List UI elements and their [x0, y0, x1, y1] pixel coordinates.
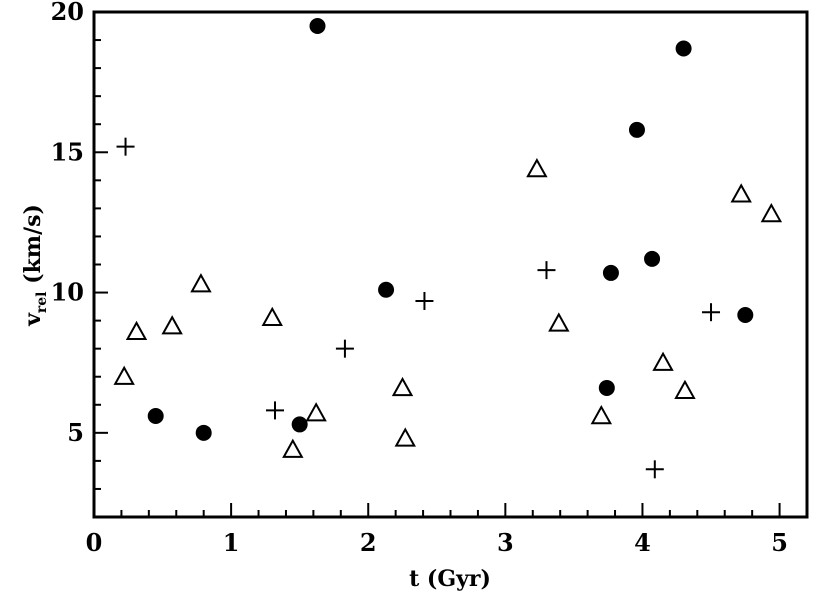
x-tick-label: 5	[771, 528, 788, 557]
plus-point	[265, 401, 284, 420]
triangle-point	[261, 306, 283, 327]
plus-point	[415, 291, 434, 310]
x-tick-label: 0	[86, 528, 103, 557]
plus-point	[645, 460, 664, 479]
triangle-point	[305, 402, 327, 422]
plus-point	[537, 261, 556, 280]
circle-point	[291, 416, 308, 433]
plus-point	[702, 303, 721, 322]
plus-point	[335, 339, 354, 358]
plot-frame	[92, 10, 809, 519]
circle-point	[378, 281, 395, 298]
triangle-point	[730, 183, 752, 203]
y-tick-label: 20	[51, 0, 84, 26]
x-tick-label: 2	[360, 528, 377, 557]
triangle-point	[760, 202, 783, 223]
triangle-point	[391, 376, 414, 397]
circle-point	[309, 18, 326, 35]
triangle-point	[282, 438, 304, 458]
x-tick-label: 4	[634, 528, 651, 557]
x-tick-label: 1	[223, 528, 240, 557]
circle-point	[195, 424, 212, 441]
x-tick-label: 3	[497, 528, 514, 557]
y-axis-label-sub: rel	[34, 292, 50, 314]
circle-point	[147, 408, 164, 424]
x-axis-label: t (Gyr)	[409, 566, 491, 592]
triangle-point	[161, 315, 183, 335]
triangle-point	[548, 312, 570, 332]
triangle-point	[190, 273, 212, 293]
triangle-point	[125, 320, 148, 341]
y-axis-label-main: v	[20, 312, 46, 327]
y-tick-label: 10	[51, 278, 84, 307]
y-axis-label: vrel (km/s)	[20, 204, 50, 327]
y-tick-label: 15	[51, 137, 84, 166]
triangle-point	[590, 404, 613, 425]
circle-point	[602, 264, 619, 281]
plus-point	[116, 137, 135, 156]
circle-point	[675, 40, 692, 57]
y-tick-label: 5	[67, 418, 84, 447]
triangle-point	[394, 427, 416, 447]
circle-point	[644, 250, 661, 267]
circle-point	[598, 379, 615, 396]
triangle-point	[113, 365, 135, 385]
marks-layer	[113, 18, 783, 479]
circle-point	[737, 307, 754, 323]
ticks-layer: 0 1 2 3 4 5 5 10 15 20	[51, 0, 808, 557]
circle-point	[628, 121, 645, 138]
triangle-point	[652, 351, 674, 371]
triangle-point	[526, 158, 548, 178]
y-axis-label-unit: (km/s)	[20, 204, 46, 291]
triangle-point	[674, 379, 696, 399]
